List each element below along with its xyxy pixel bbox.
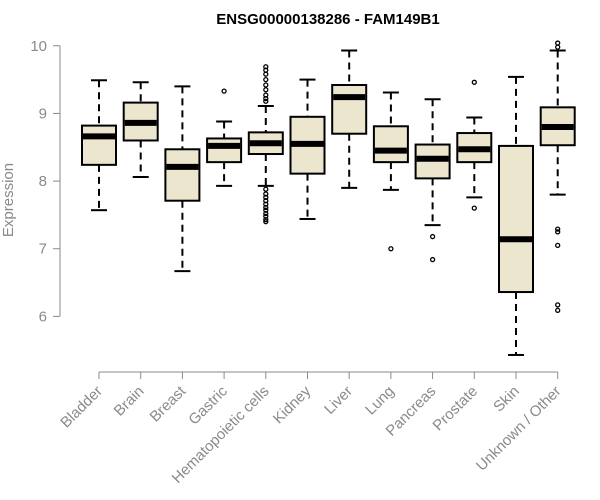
- outlier-point: [263, 82, 269, 88]
- outlier-point: [263, 71, 269, 77]
- box-group: [414, 98, 451, 263]
- outlier-point: [263, 186, 269, 192]
- y-tick-label: 7: [39, 241, 47, 258]
- outlier-point: [555, 307, 561, 313]
- box: [498, 144, 534, 294]
- box-group: [164, 85, 201, 273]
- outlier-point: [263, 64, 269, 70]
- outlier-point: [263, 219, 269, 225]
- outlier-point: [263, 92, 269, 98]
- box-group: [247, 64, 284, 225]
- outlier-point: [471, 205, 477, 211]
- box: [164, 148, 201, 202]
- x-tick-label: Bladder: [57, 383, 106, 432]
- y-tick-label: 9: [39, 105, 47, 122]
- outlier-point: [555, 40, 561, 46]
- box-group: [289, 78, 326, 220]
- outlier-point: [471, 79, 477, 85]
- outlier-point: [555, 44, 561, 50]
- y-axis: 6 7 8 9 10: [30, 38, 61, 325]
- outlier-point: [555, 302, 561, 308]
- box: [81, 124, 117, 166]
- outlier-point: [221, 88, 227, 94]
- x-tick-label: Skin: [490, 383, 523, 416]
- box-group: [372, 91, 409, 252]
- outlier-point: [263, 204, 269, 211]
- y-tick-label: 8: [39, 173, 47, 190]
- outlier-point: [263, 210, 269, 217]
- plot-area: [81, 40, 576, 356]
- x-tick-label: Prostate: [430, 383, 482, 435]
- box-group: [498, 75, 534, 356]
- box: [372, 125, 409, 164]
- x-tick-label: Kidney: [270, 382, 315, 427]
- outlier-point: [429, 256, 436, 263]
- outlier-point: [263, 87, 269, 93]
- y-axis-label: Expression: [0, 163, 17, 237]
- outlier-point: [555, 226, 561, 232]
- box: [206, 137, 243, 164]
- box: [331, 84, 368, 135]
- chart-title: ENSG00000138286 - FAM149B1: [216, 11, 439, 28]
- box-group: [81, 79, 117, 212]
- box-group: [456, 79, 493, 211]
- y-tick-label: 10: [30, 38, 47, 55]
- outlier-point: [555, 242, 561, 249]
- x-tick-label: Breast: [147, 382, 190, 425]
- outlier-point: [263, 217, 269, 223]
- outlier-point: [388, 246, 394, 252]
- x-tick-label: Brain: [111, 383, 148, 420]
- box-group: [122, 81, 159, 179]
- box-group: [331, 49, 368, 189]
- box-group: [206, 88, 243, 187]
- y-tick-label: 6: [39, 308, 47, 325]
- outlier-point: [263, 76, 269, 83]
- x-tick-label: Lung: [362, 383, 398, 419]
- outlier-point: [263, 98, 269, 104]
- x-tick-label: Liver: [321, 383, 356, 418]
- outlier-point: [429, 233, 436, 240]
- box-group: [539, 40, 576, 313]
- outlier-point: [555, 229, 561, 235]
